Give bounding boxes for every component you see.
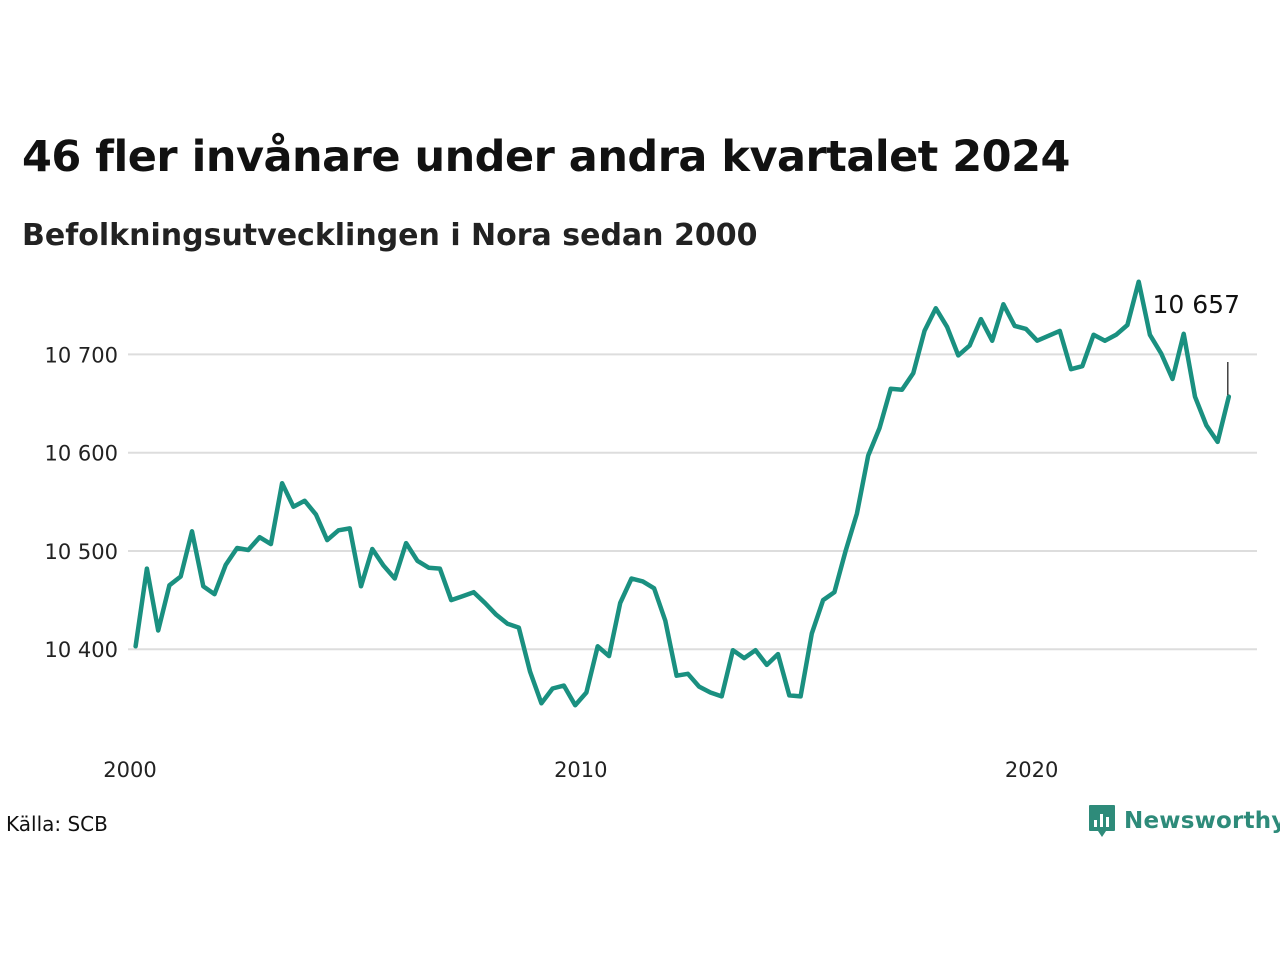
x-axis: 2000 2010 2020 (103, 758, 1058, 782)
series-line-0 (133, 279, 1232, 708)
x-tick-label-0: 2000 (103, 758, 156, 782)
y-tick-label-1: 10 500 (45, 540, 118, 564)
end-value-label: 10 657 (1153, 290, 1240, 319)
x-tick-label-2: 2020 (1005, 758, 1058, 782)
y-tick-label-2: 10 600 (45, 442, 118, 466)
y-tick-label-0: 10 400 (45, 638, 118, 662)
x-tick-label-1: 2010 (554, 758, 607, 782)
chart-title: 46 fler invånare under andra kvartalet 2… (22, 132, 1070, 182)
bar-chart-speech-bubble-icon (1089, 805, 1115, 837)
series-group (133, 279, 1232, 708)
chart-subtitle: Befolkningsutvecklingen i Nora sedan 200… (22, 218, 758, 253)
brand-name: Newsworthy (1124, 808, 1280, 834)
source-note: Källa: SCB (6, 812, 108, 836)
grid-lines (128, 353, 1257, 651)
y-axis: 10 400 10 500 10 600 10 700 (45, 343, 118, 662)
end-annotation: 10 657 (1153, 290, 1240, 395)
y-tick-label-3: 10 700 (45, 343, 118, 367)
brand-logo[interactable]: Newsworthy (1088, 804, 1280, 838)
